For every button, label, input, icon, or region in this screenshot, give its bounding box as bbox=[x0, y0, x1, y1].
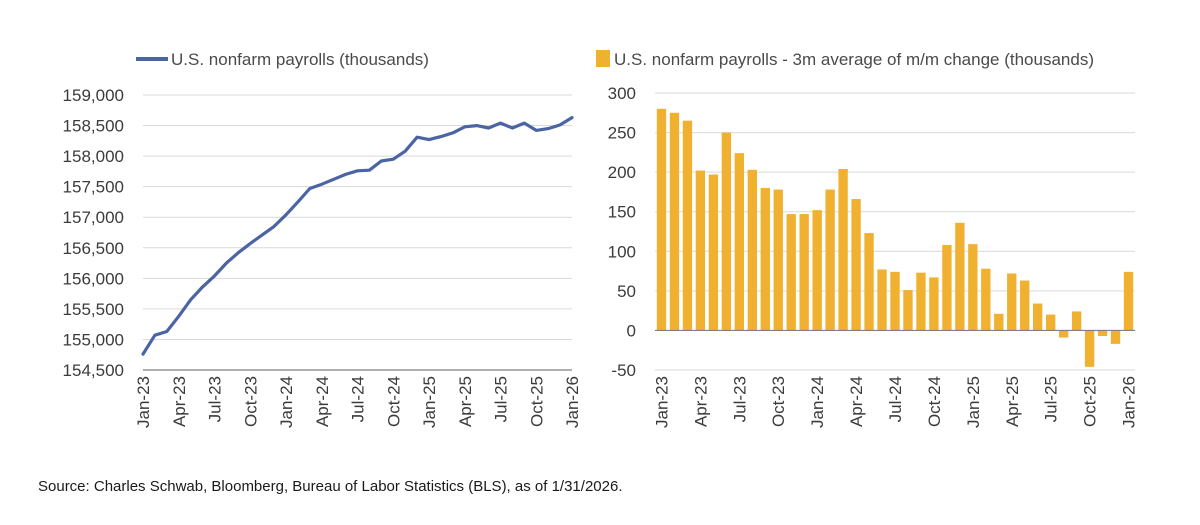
right-y-tick-label: 50 bbox=[617, 282, 636, 301]
right-x-tick-label: Jan-23 bbox=[652, 376, 671, 428]
right-x-tick-label: Apr-24 bbox=[847, 376, 866, 427]
payroll-change-bar bbox=[1123, 271, 1134, 331]
right-series bbox=[656, 108, 1134, 367]
payroll-change-bar bbox=[955, 222, 965, 331]
left-x-tick-label: Oct-25 bbox=[527, 376, 546, 427]
left-x-tick-label: Apr-25 bbox=[456, 376, 475, 427]
left-y-tick-label: 156,000 bbox=[63, 269, 124, 288]
payroll-change-bar bbox=[1046, 314, 1056, 331]
payroll-change-bar bbox=[1110, 330, 1121, 344]
left-x-tick-label: Jul-24 bbox=[349, 376, 368, 422]
left-y-tick-label: 155,000 bbox=[63, 330, 124, 349]
right-y-tick-label: 250 bbox=[608, 124, 636, 143]
payroll-change-bar bbox=[994, 313, 1004, 331]
payroll-change-bar bbox=[929, 277, 939, 331]
payroll-change-bar bbox=[773, 189, 783, 331]
payroll-change-bar bbox=[1007, 273, 1017, 331]
right-y-tick-label: 300 bbox=[608, 84, 636, 103]
payroll-change-bar bbox=[1020, 280, 1030, 331]
payroll-change-bar bbox=[942, 244, 952, 331]
payroll-change-bar bbox=[799, 214, 809, 331]
payroll-change-bar bbox=[968, 244, 978, 331]
left-y-tick-labels: 154,500 155,000 155,500 156,000 156,500 157,0… bbox=[63, 86, 124, 380]
payroll-change-bar bbox=[708, 174, 719, 331]
payroll-change-bar bbox=[890, 271, 900, 331]
left-x-tick-label: Oct-23 bbox=[241, 376, 260, 427]
left-y-tick-label: 156,500 bbox=[63, 239, 124, 258]
payroll-change-bar bbox=[721, 132, 732, 331]
left-series bbox=[141, 115, 574, 356]
payroll-change-bar bbox=[981, 268, 991, 331]
payroll-change-bar bbox=[747, 169, 757, 331]
payroll-change-bar bbox=[1033, 303, 1043, 331]
payroll-change-bar bbox=[916, 272, 926, 331]
left-x-tick-label: Apr-23 bbox=[170, 376, 189, 427]
left-y-tick-label: 158,000 bbox=[63, 147, 124, 166]
payroll-change-bar bbox=[903, 290, 913, 331]
right-x-tick-label: Jul-23 bbox=[730, 376, 749, 422]
left-y-tick-label: 154,500 bbox=[63, 361, 124, 380]
right-y-tick-label: 200 bbox=[608, 163, 636, 182]
right-x-tick-label: Apr-23 bbox=[691, 376, 710, 427]
right-x-tick-label: Apr-25 bbox=[1003, 376, 1022, 427]
right-legend: U.S. nonfarm payrolls - 3m average of m/… bbox=[596, 50, 1094, 69]
left-x-tick-label: Jan-26 bbox=[563, 376, 582, 428]
payroll-change-bar bbox=[682, 120, 693, 331]
chart-payroll-level: 154,500 155,000 155,500 156,000 156,500 157,0… bbox=[63, 50, 582, 428]
payroll-level-line bbox=[141, 115, 574, 356]
source-note: Source: Charles Schwab, Bloomberg, Burea… bbox=[38, 478, 623, 495]
left-x-tick-label: Jan-25 bbox=[420, 376, 439, 428]
payroll-change-bar bbox=[864, 233, 874, 331]
payroll-change-bar bbox=[760, 187, 770, 331]
payroll-change-bar bbox=[1084, 330, 1095, 367]
payroll-change-bar bbox=[669, 112, 680, 331]
left-x-tick-label: Apr-24 bbox=[313, 376, 332, 427]
left-y-tick-label: 157,000 bbox=[63, 208, 124, 227]
payroll-change-bar bbox=[838, 168, 848, 331]
right-y-tick-labels: -50 0 50 100 150 200 250 300 bbox=[608, 84, 636, 380]
right-x-tick-label: Jan-25 bbox=[964, 376, 983, 428]
left-y-tick-label: 159,000 bbox=[63, 86, 124, 105]
left-y-tick-label: 155,500 bbox=[63, 300, 124, 319]
left-x-tick-label: Jul-23 bbox=[206, 376, 225, 422]
left-x-tick-label: Jan-24 bbox=[277, 376, 296, 428]
right-y-tick-label: 0 bbox=[627, 321, 636, 340]
payroll-change-bar bbox=[1058, 330, 1069, 338]
right-x-tick-label: Jul-24 bbox=[886, 376, 905, 422]
right-legend-swatch bbox=[596, 50, 610, 67]
left-legend: U.S. nonfarm payrolls (thousands) bbox=[136, 50, 429, 69]
right-x-tick-label: Jan-24 bbox=[808, 376, 827, 428]
right-x-tick-label: Oct-24 bbox=[925, 376, 944, 427]
payroll-change-bar bbox=[734, 153, 744, 331]
left-x-tick-label: Jan-23 bbox=[134, 376, 153, 428]
right-x-tick-label: Oct-25 bbox=[1081, 376, 1100, 427]
right-x-tick-label: Jan-26 bbox=[1120, 376, 1139, 428]
right-y-tick-label: 100 bbox=[608, 242, 636, 261]
left-x-tick-label: Oct-24 bbox=[384, 376, 403, 427]
chart-payroll-3m-avg-change: -50 0 50 100 150 200 250 300 Jan-23 Apr-23 Jul-23… bbox=[596, 50, 1139, 428]
payroll-change-bar bbox=[825, 189, 835, 331]
right-legend-label: U.S. nonfarm payrolls - 3m average of m/… bbox=[614, 50, 1094, 69]
payroll-change-bar bbox=[786, 214, 796, 331]
left-gridlines bbox=[143, 94, 572, 340]
payroll-change-bar bbox=[695, 170, 706, 331]
right-y-tick-label: -50 bbox=[611, 361, 636, 380]
right-y-tick-label: 150 bbox=[608, 203, 636, 222]
payroll-change-bar bbox=[851, 199, 861, 331]
left-x-tick-labels: Jan-23 Apr-23 Jul-23 Oct-23 Jan-24 Apr-24 Jul-… bbox=[134, 376, 582, 428]
payroll-change-bar bbox=[1071, 311, 1082, 331]
left-legend-label: U.S. nonfarm payrolls (thousands) bbox=[171, 50, 429, 69]
payroll-change-bar bbox=[877, 269, 887, 331]
right-x-tick-label: Oct-23 bbox=[769, 376, 788, 427]
right-x-tick-labels: Jan-23 Apr-23 Jul-23 Oct-23 Jan-24 Apr-24 Jul-… bbox=[652, 376, 1138, 428]
right-x-tick-label: Jul-25 bbox=[1042, 376, 1061, 422]
payroll-change-bar bbox=[1097, 330, 1108, 336]
left-y-tick-label: 158,500 bbox=[63, 117, 124, 136]
payroll-change-bar bbox=[812, 210, 822, 331]
left-x-tick-label: Jul-25 bbox=[492, 376, 511, 422]
payroll-change-bar bbox=[656, 108, 667, 331]
left-y-tick-label: 157,500 bbox=[63, 178, 124, 197]
